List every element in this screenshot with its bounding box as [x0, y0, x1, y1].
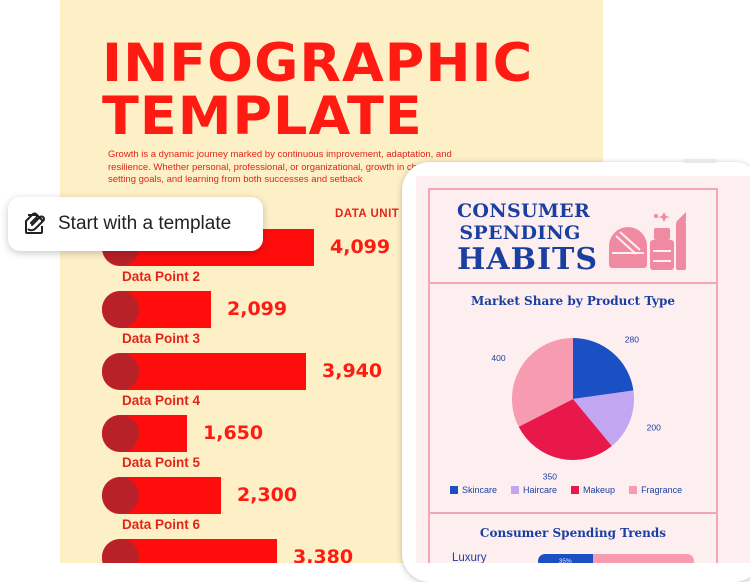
legend-swatch: [571, 486, 580, 494]
trend-row-label: Luxury: [452, 552, 487, 563]
start-with-template-button[interactable]: Start with a template: [8, 197, 263, 251]
infographic-frame: [428, 188, 718, 563]
legend-item: Makeup: [571, 485, 615, 495]
bar-value: 4,099: [330, 236, 391, 258]
legend-label: Makeup: [583, 485, 616, 495]
pie-slice-skincare: [573, 338, 634, 399]
legend-label: Haircare: [523, 485, 558, 495]
data-bar: [102, 291, 211, 328]
pie-value-label: 200: [647, 423, 661, 433]
trend-progress-fill: 35%: [538, 554, 593, 563]
pie-chart: 280 200 350 400: [491, 334, 661, 481]
bar-value: 2,099: [227, 298, 288, 320]
tablet-notch: [683, 159, 717, 163]
bar-label: Data Point 6: [122, 517, 201, 532]
data-unit-label: DATA UNIT: [335, 208, 400, 220]
legend-swatch: [450, 486, 458, 494]
template-button-label: Start with a template: [58, 213, 232, 234]
bar-cap: [102, 477, 139, 514]
trends-title: Consumer Spending Trends: [479, 526, 667, 540]
tablet-screen: CONSUMER SPENDING HABITS Market Share by…: [416, 176, 750, 563]
template-icon: [25, 212, 45, 234]
bar-label: Data Point 3: [122, 331, 201, 346]
data-bar: [102, 539, 277, 563]
legend-item: Skincare: [450, 485, 497, 495]
pie-slice-fragrance: [512, 338, 573, 427]
legend-swatch: [629, 486, 638, 494]
bar-cap: [102, 353, 139, 390]
pie-value-label: 400: [491, 353, 505, 363]
makeup-illustration: [609, 212, 686, 270]
divider: [428, 282, 718, 284]
consumer-title-line2: SPENDING: [459, 222, 581, 244]
consumer-title-line3: HABITS: [457, 242, 598, 277]
bar-value: 3,940: [322, 360, 383, 382]
pie-chart-title: Market Share by Product Type: [471, 294, 675, 308]
legend-item: Fragrance: [629, 485, 682, 495]
pie-slice-makeup: [518, 399, 612, 460]
pie-value-label: 280: [625, 334, 639, 344]
data-bar: [102, 477, 221, 514]
pie-slice-haircare: [573, 390, 634, 447]
legend-swatch: [511, 486, 520, 494]
poster-body-text: Growth is a dynamic journey marked by co…: [108, 149, 452, 185]
consumer-title: CONSUMER SPENDING HABITS: [457, 200, 598, 277]
poster-title-line1: INFOGRAPHIC: [102, 32, 534, 94]
bar-value: 1,650: [203, 422, 264, 444]
divider: [428, 512, 718, 514]
data-bar: [102, 353, 306, 390]
bar-label: Data Point 4: [122, 393, 201, 408]
bar-value: 2,300: [237, 484, 298, 506]
consumer-title-line1: CONSUMER: [457, 200, 591, 222]
bar-cap: [102, 291, 139, 328]
poster-title: INFOGRAPHIC TEMPLATE: [102, 37, 533, 143]
pie-legend: Skincare Haircare Makeup Fragrance: [450, 485, 682, 495]
legend-item: Haircare: [511, 485, 557, 495]
bar-cap: [102, 415, 139, 452]
trend-progress-track: 35%: [538, 554, 694, 563]
bar-label: Data Point 2: [122, 269, 201, 284]
bar-label: Data Point 5: [122, 455, 201, 470]
poster-title-line2: TEMPLATE: [102, 85, 423, 147]
bar-cap: [102, 539, 139, 563]
legend-label: Fragrance: [641, 485, 683, 495]
data-bar: [102, 415, 187, 452]
legend-label: Skincare: [462, 485, 498, 495]
pie-value-label: 350: [543, 471, 557, 481]
bar-value: 3,380: [293, 546, 354, 563]
